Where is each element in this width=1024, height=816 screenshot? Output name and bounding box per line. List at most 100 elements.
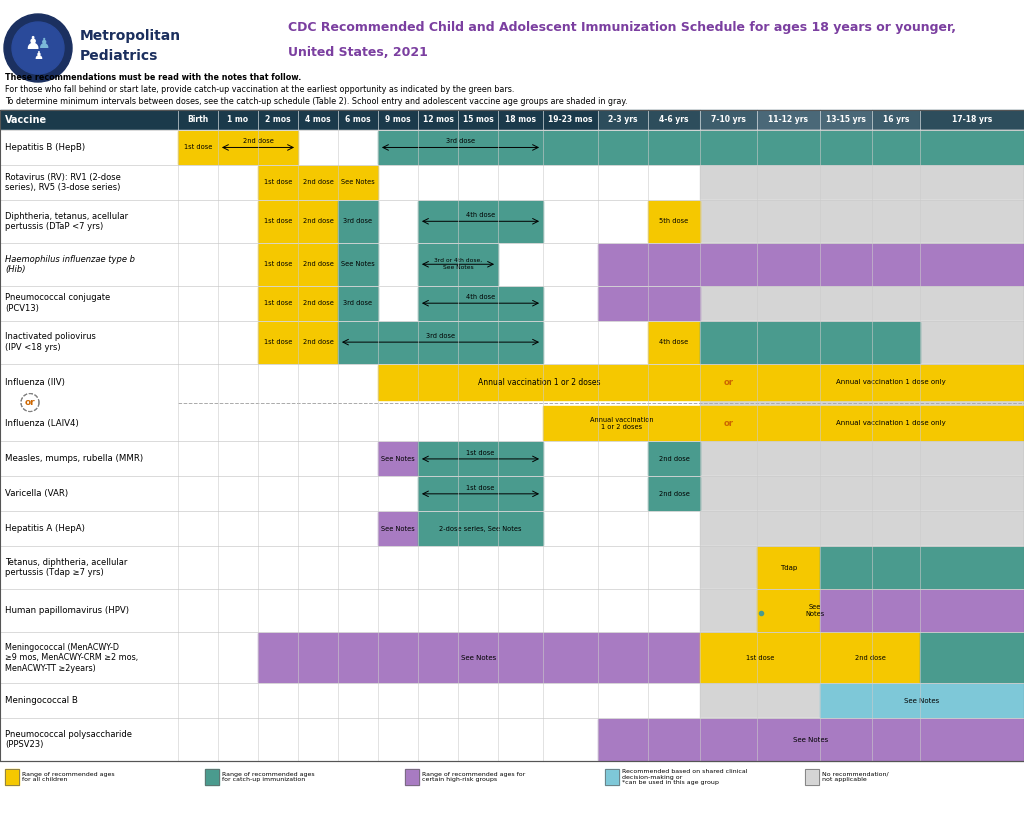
Text: These recommendations must be read with the notes that follow.: These recommendations must be read with …	[5, 73, 301, 82]
Bar	[820, 286, 872, 321]
Text: Range of recommended ages
for catch-up immunization: Range of recommended ages for catch-up i…	[222, 772, 314, 783]
Bar	[418, 442, 543, 476]
Text: Tdap: Tdap	[780, 565, 797, 570]
Text: Measles, mumps, rubella (MMR): Measles, mumps, rubella (MMR)	[5, 455, 143, 463]
Text: 1 mo: 1 mo	[227, 116, 249, 125]
Bar	[0, 130, 1024, 165]
Bar	[820, 632, 872, 683]
Bar	[258, 201, 298, 242]
Bar	[0, 165, 1024, 200]
Bar	[872, 110, 920, 130]
Text: See
Notes: See Notes	[805, 604, 824, 617]
Bar	[700, 633, 820, 682]
Text: Vaccine: Vaccine	[5, 115, 47, 125]
Text: or: or	[724, 419, 733, 428]
Bar	[258, 110, 298, 130]
Text: See Notes: See Notes	[341, 180, 375, 185]
Bar	[178, 131, 218, 164]
Bar	[605, 769, 618, 785]
Bar	[872, 718, 920, 761]
Bar	[820, 477, 872, 512]
Bar	[338, 110, 378, 130]
Text: 19-23 mos: 19-23 mos	[548, 116, 593, 125]
Bar	[872, 632, 920, 683]
Text: 11-12 yrs: 11-12 yrs	[768, 116, 809, 125]
Bar	[700, 512, 757, 546]
Bar	[598, 244, 1024, 285]
Text: Range of recommended ages for
certain high-risk groups: Range of recommended ages for certain hi…	[422, 772, 525, 783]
Bar	[205, 769, 219, 785]
Bar	[418, 512, 543, 545]
Bar	[820, 243, 872, 286]
Bar	[872, 512, 920, 546]
Text: 9 mos: 9 mos	[385, 116, 411, 125]
Bar	[920, 589, 1024, 632]
Text: 1st dose: 1st dose	[264, 180, 292, 185]
Text: Rotavirus (RV): RV1 (2-dose
series), RV5 (3-dose series): Rotavirus (RV): RV1 (2-dose series), RV5…	[5, 173, 121, 192]
Bar	[757, 286, 820, 321]
Bar	[258, 633, 700, 682]
Bar	[920, 130, 1024, 165]
Text: 2nd dose: 2nd dose	[855, 654, 886, 661]
Bar	[378, 110, 418, 130]
Text: 1st dose: 1st dose	[466, 450, 495, 456]
Text: 3rd dose: 3rd dose	[426, 333, 455, 339]
Text: Annual vaccination 1 dose only: Annual vaccination 1 dose only	[836, 420, 945, 426]
Bar	[378, 365, 700, 400]
Bar	[543, 131, 1024, 164]
Text: 4-6 yrs: 4-6 yrs	[659, 116, 689, 125]
Text: See Notes: See Notes	[442, 264, 473, 270]
Bar	[700, 589, 757, 632]
Text: 4th dose: 4th dose	[659, 339, 688, 345]
Bar	[700, 364, 757, 441]
Bar	[872, 243, 920, 286]
Bar	[700, 546, 757, 589]
Bar	[298, 244, 338, 285]
Circle shape	[4, 14, 72, 82]
Bar	[258, 244, 298, 285]
Text: 5th dose: 5th dose	[659, 219, 688, 224]
Bar	[218, 110, 258, 130]
Text: 6 mos: 6 mos	[345, 116, 371, 125]
Bar	[757, 243, 820, 286]
Bar	[700, 321, 757, 364]
Text: ♟: ♟	[33, 51, 43, 61]
Bar	[406, 769, 419, 785]
Bar	[872, 683, 920, 718]
Bar	[298, 322, 338, 362]
Text: United States, 2021: United States, 2021	[288, 46, 428, 59]
Bar	[598, 719, 1024, 760]
Bar	[700, 200, 757, 243]
Text: 1st dose: 1st dose	[264, 219, 292, 224]
Bar	[0, 110, 178, 130]
Text: Hepatitis A (HepA): Hepatitis A (HepA)	[5, 524, 85, 533]
Text: Tetanus, diphtheria, acellular
pertussis (Tdap ≥7 yrs): Tetanus, diphtheria, acellular pertussis…	[5, 558, 127, 578]
Circle shape	[22, 393, 39, 411]
Text: 17-18 yrs: 17-18 yrs	[952, 116, 992, 125]
Text: 3rd dose: 3rd dose	[343, 300, 373, 306]
Bar	[338, 244, 378, 285]
Bar	[418, 477, 543, 510]
Text: 4 mos: 4 mos	[305, 116, 331, 125]
Text: Annual vaccination 1 dose only: Annual vaccination 1 dose only	[836, 379, 945, 385]
Bar	[0, 477, 1024, 512]
Text: Range of recommended ages
for all children: Range of recommended ages for all childr…	[22, 772, 115, 783]
Bar	[0, 718, 1024, 761]
Bar	[920, 633, 1024, 682]
Bar	[648, 322, 700, 362]
Bar	[920, 512, 1024, 546]
Text: 16 yrs: 16 yrs	[883, 116, 909, 125]
Bar	[605, 769, 618, 785]
Bar	[920, 200, 1024, 243]
Bar	[648, 110, 700, 130]
Bar	[757, 548, 820, 588]
Text: 3rd or 4th dose,: 3rd or 4th dose,	[434, 258, 482, 263]
Bar	[820, 633, 920, 682]
Bar	[258, 166, 298, 199]
Bar	[0, 0, 1024, 120]
Bar	[338, 166, 378, 199]
Bar	[757, 130, 820, 165]
Bar	[338, 201, 378, 242]
Text: Varicella (VAR): Varicella (VAR)	[5, 490, 69, 499]
Bar	[757, 546, 820, 589]
